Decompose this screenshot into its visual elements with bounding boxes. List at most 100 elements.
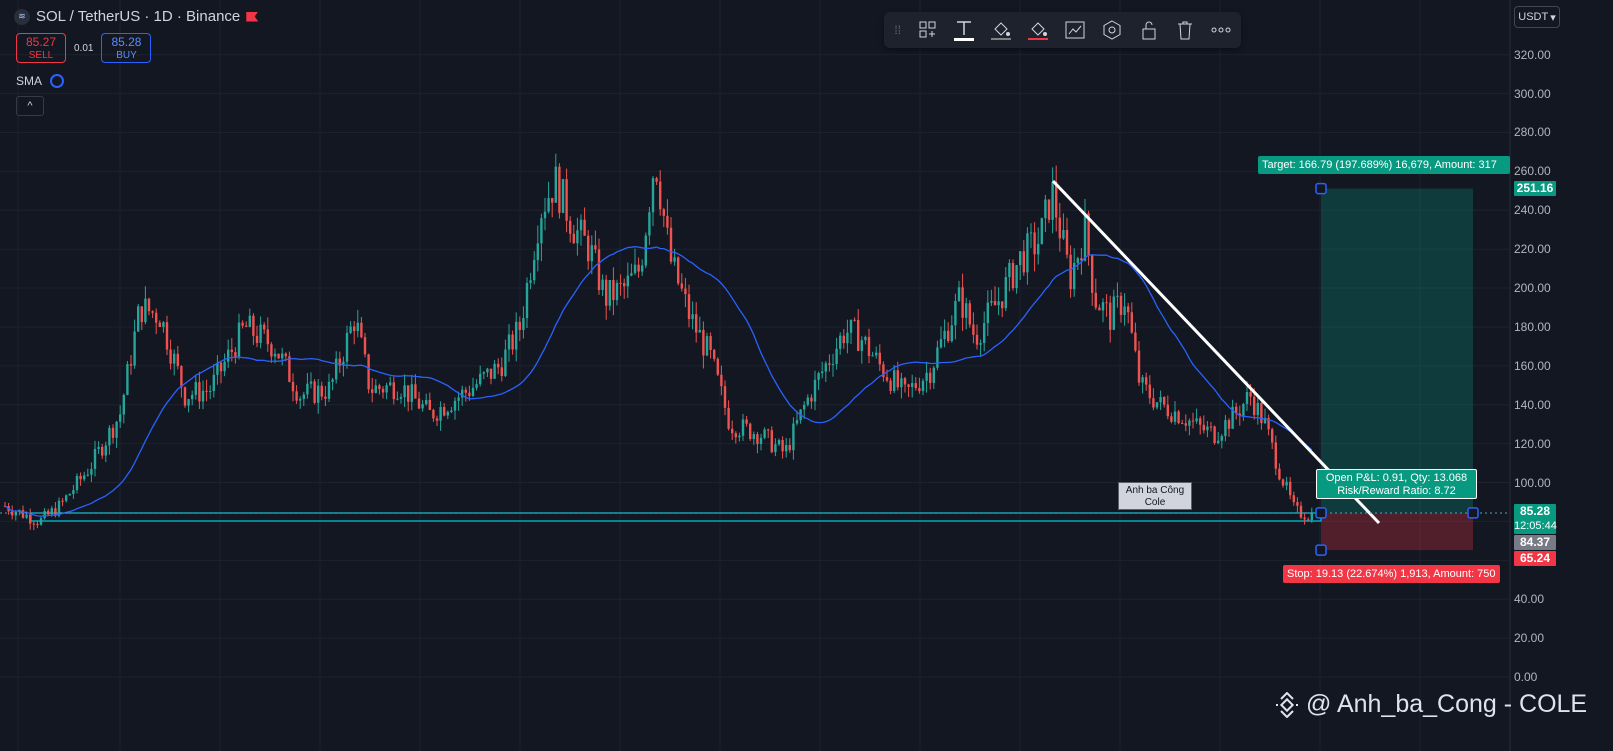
stop-price-tag: 65.24 [1514,551,1556,566]
candle-body [353,326,356,332]
candle-body [1011,262,1015,289]
drag-handle [1315,544,1327,556]
text-annotation[interactable]: Anh ba Công Cole [1118,482,1192,510]
object-settings-icon[interactable] [1102,20,1122,40]
candle-body [853,319,856,321]
symbol-title: SOL / TetherUS · 1D · Binance [36,8,241,25]
position-pnl-label[interactable]: Open P&L: 0.91, Qty: 13.068 Risk/Reward … [1316,469,1477,499]
candle-body [299,398,302,401]
candle-body [1285,481,1288,486]
long-position-zones[interactable] [1321,188,1473,551]
candle-body [720,374,723,387]
collapse-legend-button[interactable]: ^ [16,96,44,116]
more-icon[interactable] [1211,20,1231,40]
candle-body [705,336,709,356]
candle-body [1119,295,1123,315]
fill-color-icon[interactable] [991,20,1012,40]
candle-body [990,301,993,303]
candle-body [943,330,946,340]
line-color-icon[interactable] [1028,20,1049,40]
candle-body [335,358,338,380]
candle-body [731,428,734,434]
buy-button[interactable]: 85.28 BUY [101,33,152,63]
candle-body [86,474,89,476]
candle-body [464,389,467,393]
settings-chart-icon[interactable] [1065,20,1085,40]
candle-body [1271,429,1274,443]
candle-body [511,334,514,350]
candle-body [813,379,817,402]
candle-body [284,353,287,357]
candle-body [781,440,784,452]
binance-logo-icon [1274,691,1300,718]
candle-body [777,440,781,445]
price-axis-label: 100.00 [1514,475,1551,490]
candle-body [788,445,791,451]
candle-body [547,198,550,212]
lock-icon[interactable] [1139,20,1158,40]
candle-body [155,312,158,323]
candle-body [374,385,377,393]
candle-body [1296,502,1299,506]
text-icon[interactable] [954,20,975,41]
candle-body [435,418,439,421]
candle-body [889,380,892,391]
candle-body [237,322,241,358]
candle-body [1051,181,1054,220]
candle-body [399,397,403,399]
symbol-header[interactable]: ≋ SOL / TetherUS · 1D · Binance [14,8,259,25]
grip-icon[interactable]: ⁞⁞ [894,23,902,37]
candle-body [504,349,507,377]
candle-body [453,400,457,411]
candle-body [79,475,82,480]
candle-body [219,362,223,372]
candle-body [1137,350,1141,383]
candle-body [223,361,226,372]
candle-body [633,264,637,274]
candle-body [695,314,698,333]
candle-body [378,385,381,389]
candle-body [230,349,233,353]
candle-body [950,325,953,341]
stop-label[interactable]: Stop: 19.13 (22.674%) 1,913, Amount: 750 [1283,565,1500,583]
support-box[interactable] [30,512,1322,522]
candle-body [1004,277,1007,309]
candle-body [497,363,500,368]
candle-body [1231,406,1234,429]
flag-icon[interactable] [246,11,259,22]
price-axis-label: 160.00 [1514,358,1551,373]
candle-body [1184,423,1187,426]
candle-body [1080,258,1083,261]
candle-body [738,435,741,438]
indicator-legend[interactable]: SMA [16,74,65,88]
candle-body [893,370,896,391]
candle-body [871,355,874,357]
candle-body [734,433,737,438]
currency-selector[interactable]: USDT ▾ [1514,6,1560,28]
candle-body [320,385,323,397]
candle-body [1170,416,1173,422]
candle-body [1040,218,1043,245]
add-template-icon[interactable] [919,20,938,40]
trendline[interactable] [1051,179,1381,525]
candle-body [774,444,777,453]
delete-icon[interactable] [1175,20,1194,40]
candle-body [669,227,673,262]
position-handles[interactable] [1315,182,1479,556]
candle-body [1026,233,1029,273]
candle-body [792,423,795,451]
candle-body [176,353,179,367]
candle-body [723,386,727,408]
sell-button[interactable]: 85.27 SELL [16,33,66,63]
candle-body [1217,440,1220,444]
candle-body [173,353,176,364]
target-label[interactable]: Target: 166.79 (197.689%) 16,679, Amount… [1258,156,1510,174]
candle-body [839,335,842,349]
candle-body [727,407,730,429]
candle-body [1058,217,1061,239]
candle-body [702,329,705,356]
candle-body [997,301,1000,306]
candle-body [1155,402,1159,408]
candle-body [205,390,208,392]
